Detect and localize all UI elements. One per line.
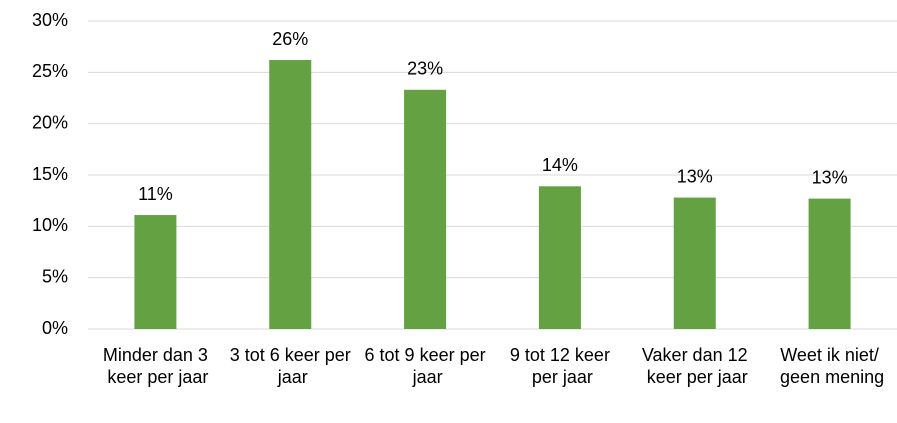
y-tick-label: 0%	[42, 318, 68, 338]
value-label: 23%	[407, 59, 443, 79]
y-tick-label: 5%	[42, 266, 68, 286]
y-tick-label: 10%	[32, 215, 68, 235]
y-tick-label: 30%	[32, 10, 68, 30]
x-tick-label: Minder dan 3 keer per jaar	[102, 345, 208, 387]
value-label: 26%	[272, 29, 308, 49]
value-label: 13%	[812, 167, 848, 187]
bar	[404, 89, 447, 329]
x-tick-label: 6 tot 9 keer per jaar	[365, 345, 486, 387]
value-label: 13%	[677, 166, 713, 186]
y-tick-label: 15%	[32, 164, 68, 184]
value-label: 14%	[542, 155, 578, 175]
y-tick-label: 20%	[32, 112, 68, 132]
x-tick-label: 3 tot 6 keer per jaar	[230, 345, 351, 387]
x-tick-label: 9 tot 12 keer per jaar	[510, 345, 610, 387]
value-label: 11%	[138, 184, 173, 204]
x-tick-label: Vaker dan 12 keer per jaar	[642, 345, 748, 387]
bar	[808, 198, 851, 329]
x-tick-label: Weet ik niet/ geen mening	[775, 345, 884, 387]
bar	[538, 186, 581, 329]
bar	[134, 215, 177, 329]
bar	[673, 197, 716, 329]
y-tick-label: 25%	[32, 61, 68, 81]
bar	[269, 60, 312, 329]
